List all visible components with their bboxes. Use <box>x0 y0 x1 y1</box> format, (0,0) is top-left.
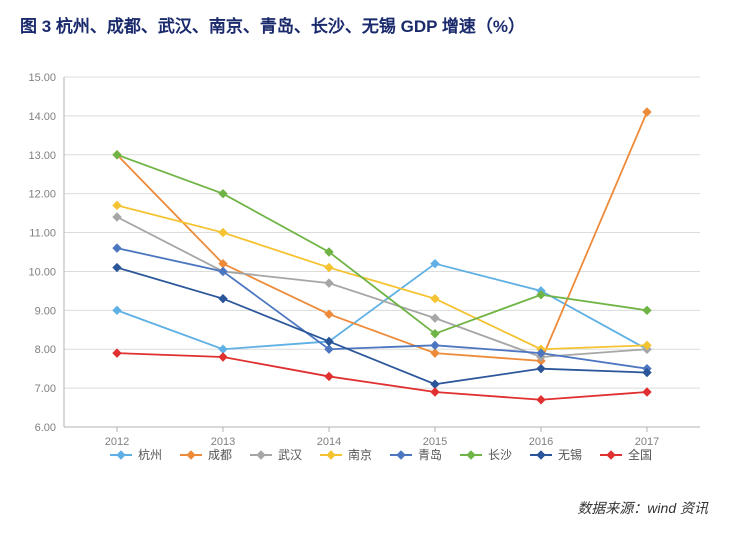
svg-text:2012: 2012 <box>105 436 129 448</box>
svg-text:10.00: 10.00 <box>28 266 56 278</box>
svg-text:2016: 2016 <box>529 436 553 448</box>
svg-text:13.00: 13.00 <box>28 150 56 162</box>
svg-text:7.00: 7.00 <box>35 383 56 395</box>
svg-text:全国: 全国 <box>628 447 652 462</box>
svg-text:杭州: 杭州 <box>138 447 162 462</box>
svg-text:11.00: 11.00 <box>29 228 56 240</box>
svg-text:2017: 2017 <box>635 436 659 448</box>
chart-container: 6.00 7.00 8.00 9.00 10.00 11.00 12.00 13.00 14.0… <box>0 47 738 492</box>
chart-title: 图 3 杭州、成都、武汉、南京、青岛、长沙、无锡 GDP 增速（%） <box>0 0 738 47</box>
svg-text:6.00: 6.00 <box>35 422 56 434</box>
data-source: 数据来源：wind 资讯 <box>0 492 738 528</box>
svg-text:长沙: 长沙 <box>488 448 512 462</box>
svg-text:成都: 成都 <box>208 448 232 462</box>
line-chart: 6.00 7.00 8.00 9.00 10.00 11.00 12.00 13.00 14.0… <box>0 47 738 492</box>
svg-text:2013: 2013 <box>211 436 235 448</box>
svg-text:2015: 2015 <box>423 436 447 448</box>
svg-text:12.00: 12.00 <box>28 189 56 201</box>
svg-text:青岛: 青岛 <box>418 447 442 462</box>
svg-text:14.00: 14.00 <box>28 111 56 123</box>
svg-text:15.00: 15.00 <box>28 72 56 84</box>
svg-text:8.00: 8.00 <box>35 344 56 356</box>
svg-text:2014: 2014 <box>317 436 341 448</box>
svg-text:南京: 南京 <box>348 447 372 462</box>
svg-text:无锡: 无锡 <box>558 447 582 462</box>
svg-text:武汉: 武汉 <box>278 448 302 462</box>
svg-text:9.00: 9.00 <box>35 305 56 317</box>
